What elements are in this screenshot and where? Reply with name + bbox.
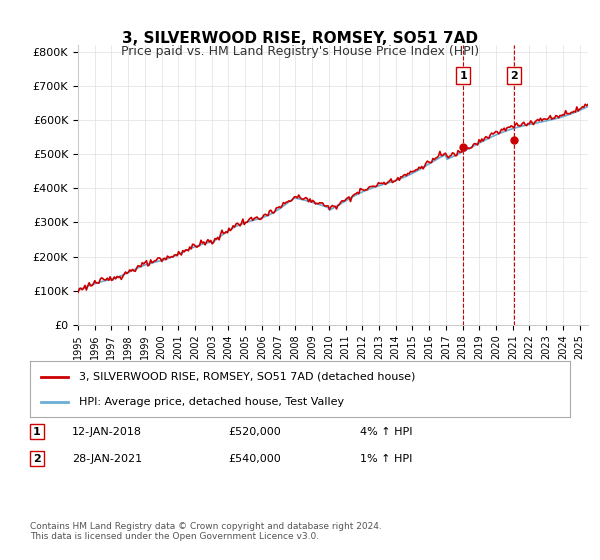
Text: 1: 1	[33, 427, 41, 437]
Text: 4% ↑ HPI: 4% ↑ HPI	[360, 427, 413, 437]
Text: 2: 2	[510, 71, 518, 81]
Text: 12-JAN-2018: 12-JAN-2018	[72, 427, 142, 437]
Text: 28-JAN-2021: 28-JAN-2021	[72, 454, 142, 464]
Text: 1% ↑ HPI: 1% ↑ HPI	[360, 454, 412, 464]
Text: 1: 1	[460, 71, 467, 81]
Text: HPI: Average price, detached house, Test Valley: HPI: Average price, detached house, Test…	[79, 396, 344, 407]
Text: 2: 2	[33, 454, 41, 464]
Text: £540,000: £540,000	[228, 454, 281, 464]
Text: Contains HM Land Registry data © Crown copyright and database right 2024.
This d: Contains HM Land Registry data © Crown c…	[30, 522, 382, 542]
Text: 3, SILVERWOOD RISE, ROMSEY, SO51 7AD (detached house): 3, SILVERWOOD RISE, ROMSEY, SO51 7AD (de…	[79, 372, 415, 382]
Text: £520,000: £520,000	[228, 427, 281, 437]
Text: Price paid vs. HM Land Registry's House Price Index (HPI): Price paid vs. HM Land Registry's House …	[121, 45, 479, 58]
Text: 3, SILVERWOOD RISE, ROMSEY, SO51 7AD: 3, SILVERWOOD RISE, ROMSEY, SO51 7AD	[122, 31, 478, 46]
